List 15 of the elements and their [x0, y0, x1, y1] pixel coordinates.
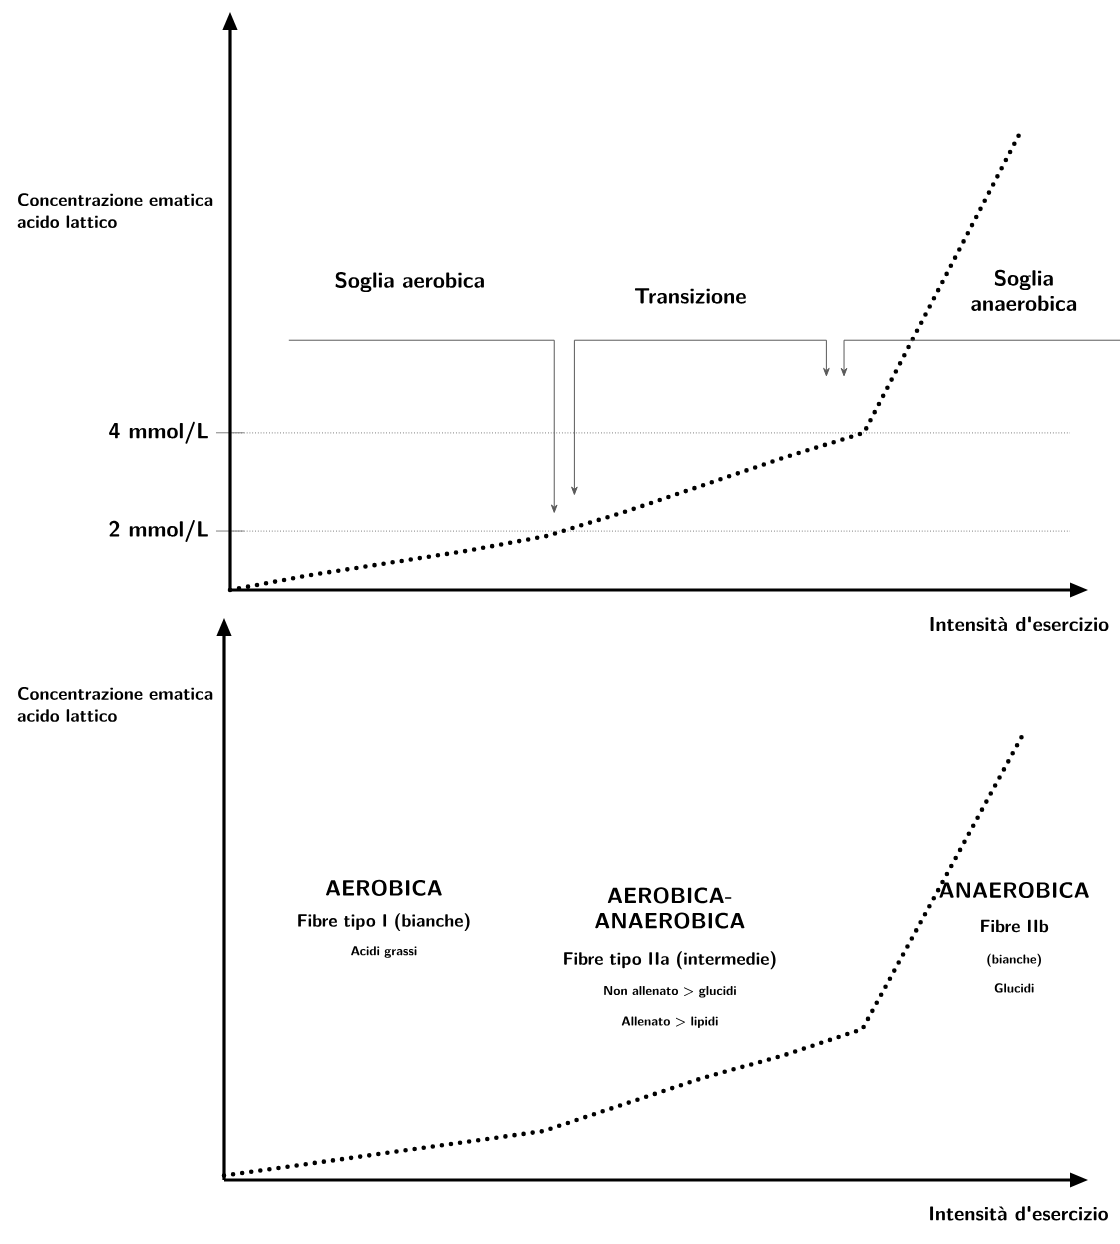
x-axis-title: Intensità d'esercizio — [930, 1206, 1108, 1221]
x-axis-title: Intensità d'esercizio — [930, 616, 1109, 632]
y-tick-label: 4 mmol/L — [109, 421, 208, 444]
annotation: Fibre tipo IIa (intermedie) — [564, 951, 776, 970]
y-axis-title: Concentrazione ematica acido lattico — [17, 687, 213, 722]
annotation: AEROBICA — [325, 879, 442, 896]
annotation: ANAEROBICA — [939, 881, 1089, 899]
y-tick-label: 2 mmol/L — [109, 520, 208, 542]
annotation: Fibre IIb — [981, 919, 1049, 933]
annotation: Soglia aerobica — [335, 271, 484, 293]
annotation: AEROBICA-ANAEROBICA — [595, 887, 745, 929]
y-axis-title: Concentrazione ematica acido lattico — [17, 193, 213, 229]
annotation: Soglia anaerobica — [971, 269, 1077, 311]
annotation: Transizione — [634, 288, 746, 304]
annotation: Fibre tipo I (bianche) — [298, 913, 470, 932]
